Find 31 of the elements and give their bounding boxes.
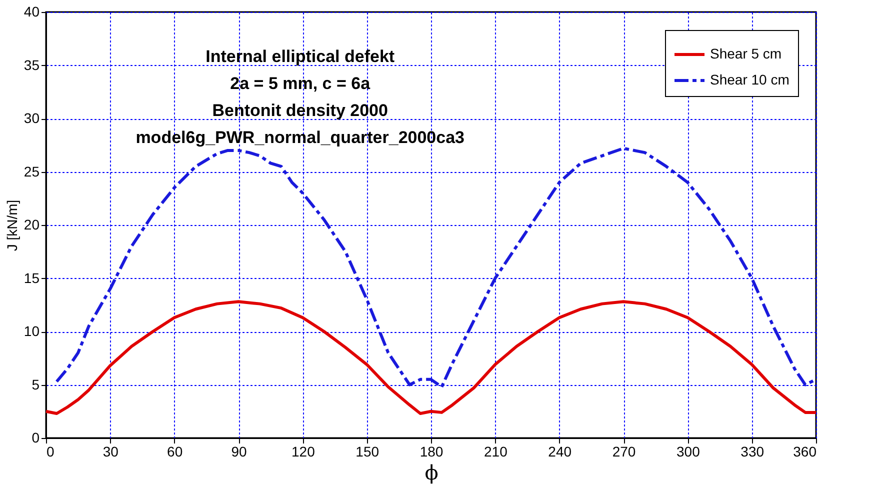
annotation: model6g_PWR_normal_quarter_2000ca3 bbox=[136, 128, 465, 147]
x-tick-label: 0 bbox=[46, 444, 54, 460]
annotation: Bentonit density 2000 bbox=[212, 101, 388, 120]
line-series bbox=[44, 300, 818, 416]
x-tick-label: 330 bbox=[740, 444, 764, 460]
x-tick-label: 180 bbox=[420, 444, 444, 460]
x-tick-label: 90 bbox=[231, 444, 247, 460]
x-tick-label: 300 bbox=[676, 444, 700, 460]
y-tick-label: 15 bbox=[24, 270, 40, 286]
y-tick-label: 30 bbox=[24, 110, 40, 126]
x-tick-label: 270 bbox=[612, 444, 636, 460]
x-tick-label: 240 bbox=[548, 444, 572, 460]
y-tick-label: 35 bbox=[24, 56, 40, 73]
x-tick-label: 60 bbox=[167, 444, 183, 460]
legend-label: Shear 5 cm bbox=[710, 46, 782, 62]
y-tick-label: 25 bbox=[24, 163, 40, 180]
y-tick-label: 5 bbox=[32, 376, 40, 392]
x-axis-title: ϕ bbox=[424, 460, 438, 484]
y-tick-label: 10 bbox=[24, 323, 40, 339]
y-tick-label: 40 bbox=[24, 4, 40, 20]
y-tick-label: 20 bbox=[24, 216, 40, 232]
legend-label: Shear 10 cm bbox=[710, 72, 790, 88]
x-tick-label: 210 bbox=[484, 444, 508, 460]
y-axis-title: J [kN/m] bbox=[4, 200, 20, 252]
y-tick-label: 0 bbox=[32, 430, 40, 446]
annotation: Internal elliptical defekt bbox=[206, 47, 395, 66]
x-tick-label: 120 bbox=[291, 444, 316, 460]
x-tick-label: 360 bbox=[793, 444, 817, 460]
x-tick-label: 150 bbox=[356, 444, 380, 460]
x-tick-label: 30 bbox=[102, 444, 119, 460]
annotation: 2a = 5 mm, c = 6a bbox=[230, 74, 371, 93]
